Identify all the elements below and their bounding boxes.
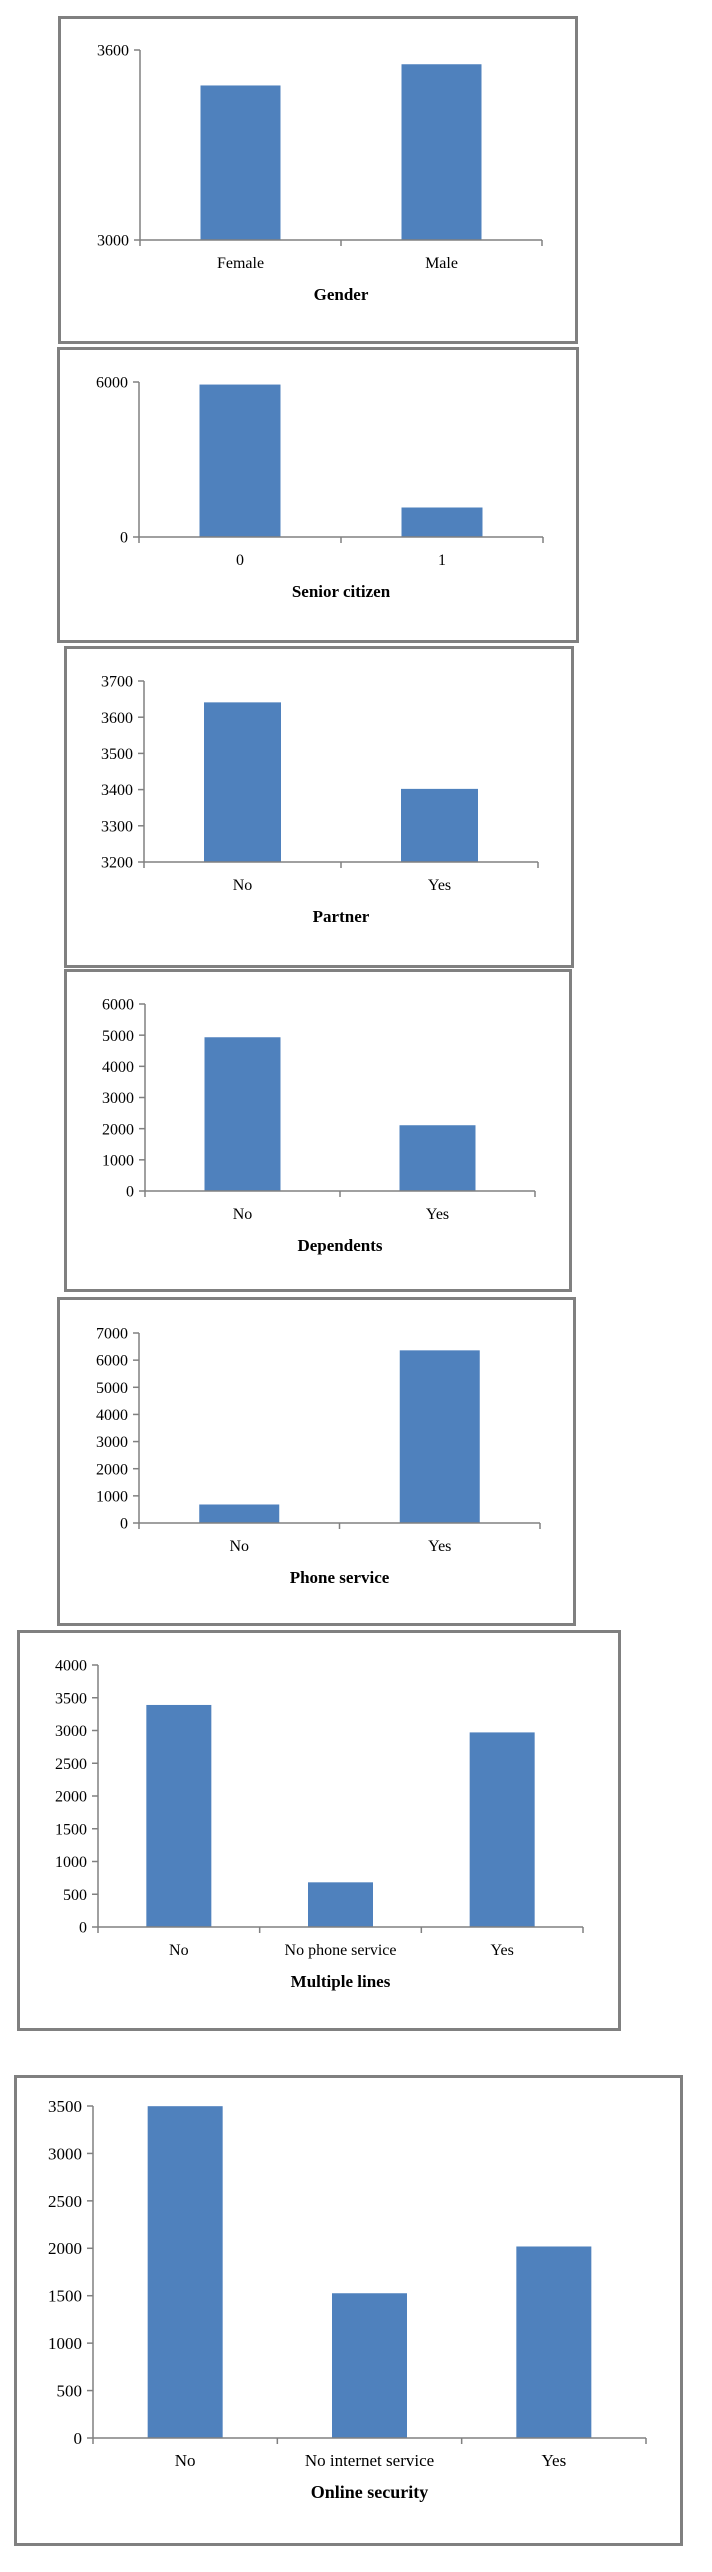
chart-frame <box>64 969 572 1292</box>
bar-0 <box>199 384 281 537</box>
chart-title: Gender <box>314 285 369 304</box>
x-category-label: Male <box>425 255 458 272</box>
chart-dependents: 0 1000 2000 3000 4000 5000 6000 No Yes Dependents <box>64 969 572 1292</box>
x-category-label: No internet service <box>305 2451 434 2470</box>
chart-title: Dependents <box>297 1236 382 1255</box>
x-category-label: Yes <box>428 1538 451 1555</box>
y-tick-label: 2000 <box>102 1121 134 1138</box>
x-category-label: Female <box>217 255 264 272</box>
y-tick-label: 0 <box>79 1920 87 1937</box>
x-category-label: Yes <box>426 1206 449 1223</box>
x-category-label: No <box>175 2451 196 2470</box>
y-tick-label: 500 <box>63 1887 87 1904</box>
bar-yes <box>516 2246 592 2438</box>
x-category-label: Yes <box>541 2451 566 2470</box>
bar-yes <box>399 1350 480 1523</box>
y-tick-label: 1000 <box>55 1854 87 1871</box>
y-tick-label: 2500 <box>48 2192 82 2211</box>
y-tick-label: 3000 <box>48 2144 82 2163</box>
y-tick-label: 2000 <box>96 1461 128 1478</box>
y-tick-label: 3600 <box>101 710 133 727</box>
bar-no <box>146 1704 212 1927</box>
chart-title: Phone service <box>290 1568 390 1587</box>
y-tick-label: 0 <box>120 530 128 547</box>
bar-yes <box>401 788 478 862</box>
chart-online-security: 0 500 1000 1500 2000 2500 3000 3500 No No interne… <box>14 2075 683 2546</box>
bar-no-internet-service <box>332 2293 407 2438</box>
y-tick-label: 1000 <box>96 1488 128 1505</box>
y-tick-label: 5000 <box>102 1028 134 1045</box>
chart-title: Online security <box>311 2482 429 2502</box>
y-tick-label: 5000 <box>96 1380 128 1397</box>
y-tick-label: 3700 <box>101 674 133 691</box>
y-tick-label: 3000 <box>102 1090 134 1107</box>
chart-title: Multiple lines <box>291 1972 391 1991</box>
x-category-label: Yes <box>428 877 451 894</box>
chart-title: Senior citizen <box>292 582 391 601</box>
x-category-label: 1 <box>438 552 446 569</box>
x-category-label: No <box>169 1942 189 1959</box>
bar-no-phone-service <box>308 1882 373 1927</box>
chart-multiple-lines: 0 500 1000 1500 2000 2500 3000 3500 4000 No No pho… <box>17 1630 621 2031</box>
y-tick-label: 2500 <box>55 1756 87 1773</box>
bar-no <box>204 702 281 862</box>
x-category-label: 0 <box>236 552 244 569</box>
bar-female <box>200 85 281 240</box>
y-tick-label: 0 <box>120 1516 128 1533</box>
chart-frame <box>64 646 574 968</box>
y-tick-label: 3600 <box>97 43 129 60</box>
y-tick-label: 3000 <box>97 233 129 250</box>
x-category-label: No <box>229 1538 249 1555</box>
bar-yes <box>469 1732 535 1927</box>
bar-1 <box>401 507 483 537</box>
chart-title: Partner <box>313 907 370 926</box>
bar-no <box>204 1037 281 1191</box>
y-tick-label: 3400 <box>101 782 133 799</box>
chart-senior-citizen: 0 6000 0 1 Senior citizen <box>57 347 579 643</box>
y-tick-label: 3300 <box>101 818 133 835</box>
x-category-label: No <box>233 877 253 894</box>
y-tick-label: 3200 <box>101 855 133 872</box>
chart-gender: 3000 3600 Female Male Gender <box>58 16 578 344</box>
y-tick-label: 4000 <box>96 1407 128 1424</box>
bar-no <box>147 2106 223 2438</box>
y-tick-label: 7000 <box>96 1326 128 1343</box>
y-tick-label: 4000 <box>55 1658 87 1675</box>
x-category-label: Yes <box>491 1942 514 1959</box>
x-category-label: No phone service <box>285 1942 397 1959</box>
y-tick-label: 4000 <box>102 1059 134 1076</box>
chart-frame <box>58 16 578 344</box>
y-tick-label: 0 <box>74 2429 83 2448</box>
y-tick-label: 1500 <box>55 1821 87 1838</box>
y-tick-label: 6000 <box>102 997 134 1014</box>
y-tick-label: 3500 <box>101 746 133 763</box>
bar-no <box>199 1504 280 1523</box>
bar-yes <box>399 1125 476 1191</box>
chart-frame <box>57 347 579 643</box>
y-tick-label: 1000 <box>102 1152 134 1169</box>
chart-partner: 3200 3300 3400 3500 3600 3700 No Yes Partner <box>64 646 574 968</box>
y-tick-label: 6000 <box>96 375 128 392</box>
y-tick-label: 3500 <box>55 1690 87 1707</box>
y-tick-label: 3500 <box>48 2097 82 2116</box>
y-tick-label: 2000 <box>55 1789 87 1806</box>
y-tick-label: 2000 <box>48 2239 82 2258</box>
y-tick-label: 3000 <box>96 1434 128 1451</box>
y-tick-label: 500 <box>57 2382 83 2401</box>
chart-frame <box>57 1297 576 1626</box>
y-tick-label: 0 <box>126 1184 134 1201</box>
y-tick-label: 1000 <box>48 2334 82 2353</box>
x-category-label: No <box>233 1206 253 1223</box>
y-tick-label: 6000 <box>96 1353 128 1370</box>
y-tick-label: 3000 <box>55 1723 87 1740</box>
chart-phone-service: 0 1000 2000 3000 4000 5000 6000 7000 No Yes Phone … <box>57 1297 576 1626</box>
bar-male <box>401 64 482 240</box>
y-tick-label: 1500 <box>48 2287 82 2306</box>
